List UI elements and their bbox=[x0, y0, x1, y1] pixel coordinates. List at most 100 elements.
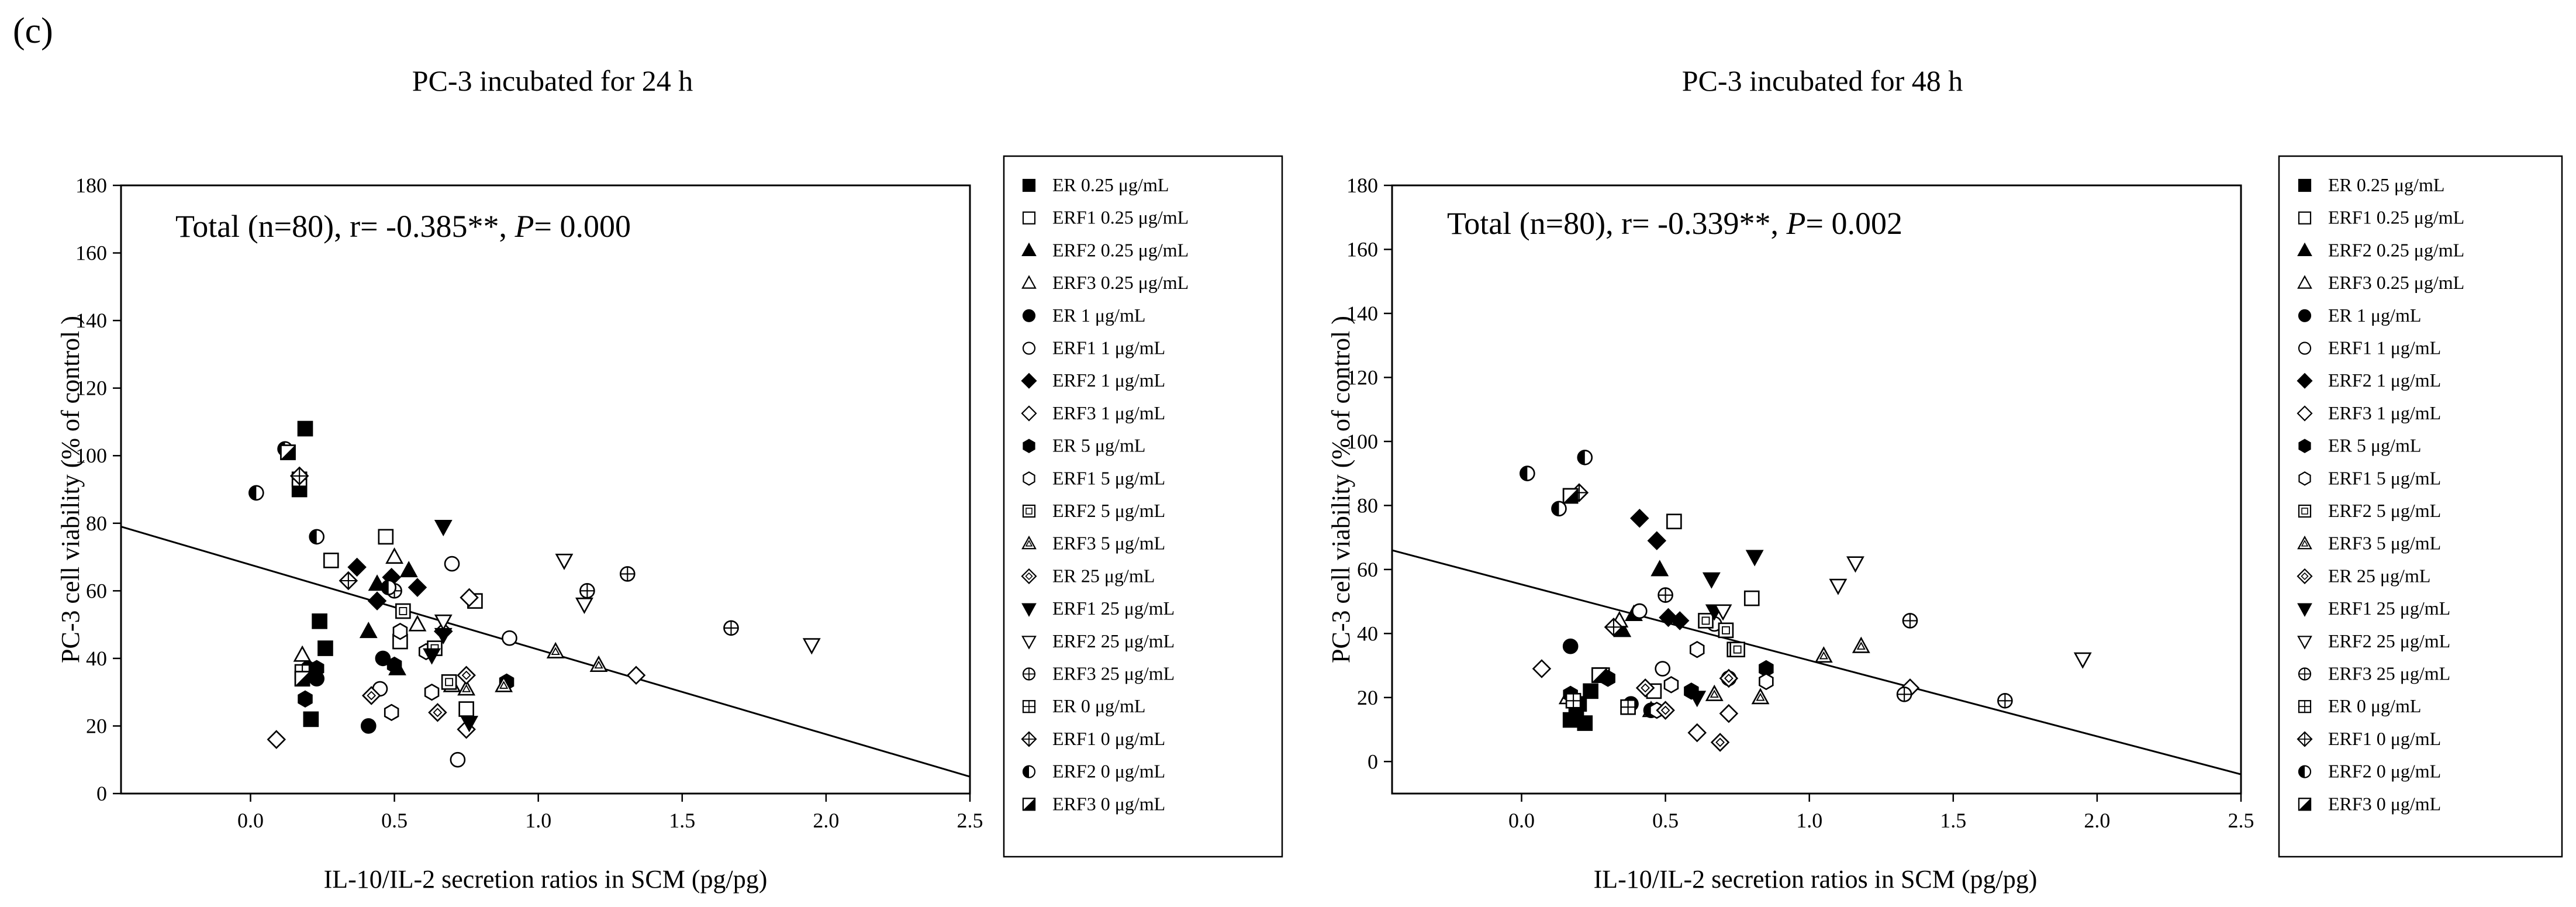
legend-box bbox=[2278, 155, 2563, 858]
legend-marker bbox=[2298, 504, 2312, 518]
legend-marker bbox=[2297, 242, 2312, 256]
data-point bbox=[1663, 676, 1679, 694]
data-point bbox=[323, 553, 339, 568]
x-axis-label: IL-10/IL-2 secretion ratios in SCM (pg/p… bbox=[1594, 865, 2038, 894]
plot-frame bbox=[120, 184, 971, 795]
data-point bbox=[360, 718, 377, 734]
legend-marker bbox=[2297, 603, 2312, 617]
legend-marker bbox=[2297, 568, 2313, 584]
x-tick-label: 1.0 bbox=[525, 809, 551, 832]
data-point bbox=[1719, 668, 1739, 688]
x-tick-label: 2.5 bbox=[2228, 809, 2254, 832]
legend-label: ERF1 0.25 μg/mL bbox=[2328, 207, 2464, 228]
x-tick-label: 0.5 bbox=[1652, 809, 1679, 832]
stats-annotation: Total (n=80), r= -0.385**, P= 0.000 bbox=[175, 209, 631, 244]
data-point bbox=[395, 603, 411, 619]
legend-label: ERF2 0.25 μg/mL bbox=[2328, 239, 2464, 260]
legend-label: ERF2 5 μg/mL bbox=[2328, 500, 2441, 521]
legend-marker bbox=[2298, 211, 2312, 225]
y-tick-label: 40 bbox=[1357, 622, 1378, 645]
x-tick-label: 2.5 bbox=[957, 809, 983, 832]
legend-label: ER 0 μg/mL bbox=[1052, 695, 1145, 716]
legend-marker bbox=[2298, 342, 2312, 355]
data-point bbox=[248, 485, 264, 501]
legend-label: ERF3 5 μg/mL bbox=[2328, 533, 2441, 554]
legend-label: ERF3 1 μg/mL bbox=[1052, 402, 1165, 423]
legend-48h: ER 0.25 μg/mL ERF1 0.25 μg/mL ERF2 0.25 μg… bbox=[2278, 155, 2563, 858]
stats-suffix: = 0.002 bbox=[1806, 206, 1902, 241]
data-point bbox=[298, 690, 313, 708]
legend-label: ERF1 25 μg/mL bbox=[2328, 598, 2450, 619]
legend-marker bbox=[1022, 504, 1036, 518]
y-tick-label: 80 bbox=[1357, 494, 1378, 517]
legend-label: ERF1 1 μg/mL bbox=[2328, 337, 2441, 358]
data-point bbox=[723, 620, 739, 636]
legend-label: ERF3 0 μg/mL bbox=[2328, 793, 2441, 814]
data-point bbox=[428, 703, 447, 722]
legend-label: ERF2 0.25 μg/mL bbox=[1052, 239, 1189, 260]
data-point bbox=[1688, 691, 1707, 708]
x-tick-label: 2.0 bbox=[2084, 809, 2110, 832]
data-point bbox=[1751, 688, 1770, 705]
data-point bbox=[457, 665, 476, 685]
legend-marker bbox=[2298, 700, 2312, 713]
data-point bbox=[384, 703, 399, 722]
chart-title: PC-3 incubated for 48 h bbox=[1682, 64, 1963, 97]
data-point bbox=[1551, 501, 1567, 517]
x-tick-label: 1.5 bbox=[669, 809, 695, 832]
data-point bbox=[1710, 733, 1730, 752]
legend-marker bbox=[2298, 798, 2312, 811]
legend-label: ERF1 0 μg/mL bbox=[2328, 728, 2441, 749]
data-point bbox=[1565, 692, 1581, 709]
data-point bbox=[361, 686, 381, 705]
data-point bbox=[303, 711, 319, 727]
data-point bbox=[1655, 661, 1670, 677]
legend-label: ERF1 0.25 μg/mL bbox=[1052, 207, 1189, 228]
x-tick-label: 0.5 bbox=[381, 809, 408, 832]
legend-label: ERF3 25 μg/mL bbox=[2328, 663, 2450, 684]
y-tick-label: 0 bbox=[96, 782, 107, 805]
y-tick-label: 20 bbox=[1357, 686, 1378, 709]
plot-frame bbox=[1391, 184, 2242, 795]
data-point bbox=[408, 615, 427, 632]
legend-marker bbox=[2298, 471, 2311, 486]
stats-p: P bbox=[514, 209, 534, 244]
data-point bbox=[1702, 572, 1721, 589]
legend-marker bbox=[1022, 798, 1036, 811]
data-point bbox=[297, 420, 313, 437]
y-axis-label: PC-3 cell viability (% of control ) bbox=[56, 316, 85, 663]
data-point bbox=[1583, 683, 1598, 699]
legend-marker bbox=[1023, 471, 1035, 486]
data-point bbox=[1562, 638, 1579, 654]
legend-label: ERF3 5 μg/mL bbox=[1052, 533, 1165, 554]
data-point bbox=[555, 553, 574, 570]
data-point bbox=[386, 656, 402, 674]
legend-label: ER 5 μg/mL bbox=[2328, 435, 2421, 456]
data-point bbox=[1532, 659, 1552, 678]
regression-line bbox=[121, 526, 970, 778]
y-tick-label: 20 bbox=[86, 714, 107, 737]
legend-label: ERF1 0 μg/mL bbox=[1052, 728, 1165, 749]
data-point bbox=[460, 716, 478, 733]
data-point bbox=[1631, 603, 1648, 619]
legend-marker bbox=[1022, 765, 1036, 778]
data-point bbox=[1719, 703, 1739, 723]
legend-label: ER 0.25 μg/mL bbox=[1052, 174, 1169, 195]
data-point bbox=[375, 650, 391, 667]
stats-suffix: = 0.000 bbox=[534, 209, 631, 244]
legend-marker bbox=[2297, 373, 2313, 389]
data-point bbox=[423, 648, 441, 665]
data-point bbox=[626, 665, 646, 685]
data-point bbox=[2073, 652, 2092, 669]
legend-marker bbox=[1022, 342, 1036, 355]
data-point bbox=[575, 597, 593, 614]
legend-marker bbox=[2297, 275, 2312, 289]
data-point bbox=[1604, 618, 1624, 637]
data-point bbox=[381, 580, 397, 595]
data-point bbox=[1670, 611, 1690, 630]
data-point bbox=[1759, 673, 1774, 691]
data-point bbox=[1743, 590, 1760, 606]
legend-marker bbox=[1022, 309, 1036, 322]
stats-prefix: Total (n=80), r= -0.339**, bbox=[1447, 206, 1787, 241]
